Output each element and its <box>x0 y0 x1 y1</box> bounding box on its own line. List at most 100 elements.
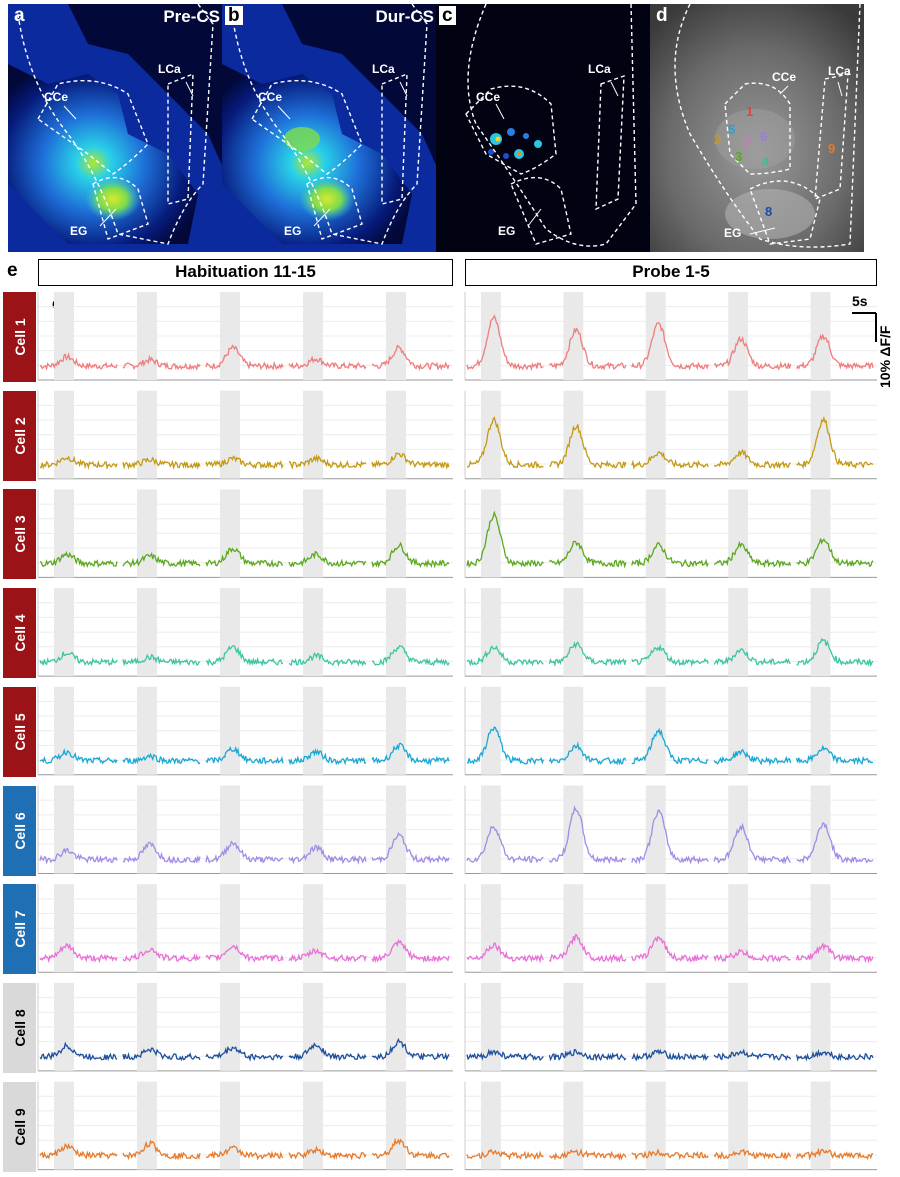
trace-segment <box>371 938 450 964</box>
trace-segment <box>548 933 627 964</box>
cs-window <box>386 588 407 677</box>
cs-window <box>728 1081 749 1170</box>
trace-segment <box>122 456 201 470</box>
trace-segment <box>466 510 544 568</box>
cs-window <box>220 686 241 775</box>
roi-marker-8: 8 <box>765 204 773 219</box>
trace-segment <box>39 352 118 371</box>
cs-window <box>728 982 749 1071</box>
trace-segment <box>548 1048 627 1062</box>
cs-window <box>386 1081 407 1170</box>
trace-segment <box>39 847 118 865</box>
cs-window <box>220 884 241 973</box>
cs-window <box>728 686 749 775</box>
trace-segment <box>122 752 201 765</box>
region-label-cce: CCe <box>258 90 283 104</box>
trace-segment <box>288 1042 367 1062</box>
trace-segment <box>205 455 284 470</box>
trace-segment <box>39 748 118 765</box>
trace-segment <box>713 647 791 666</box>
trace-segment <box>288 844 367 865</box>
panel-title: Pre-CS <box>163 7 220 26</box>
cs-window <box>137 489 158 578</box>
cs-window <box>810 390 831 479</box>
region-label-eg: EG <box>70 224 88 238</box>
cs-window <box>645 686 666 775</box>
cs-window <box>303 390 324 479</box>
trace-segment <box>795 1147 874 1161</box>
cell-label-tab: Cell 1 <box>3 292 36 382</box>
trace-segment <box>371 742 450 766</box>
cs-window <box>563 884 584 973</box>
cs-window <box>810 982 831 1071</box>
cs-window <box>137 982 158 1071</box>
grayscale-image-rois <box>650 4 864 252</box>
cs-window <box>54 1081 75 1170</box>
trace-segment <box>631 643 709 667</box>
cs-window <box>481 1081 501 1170</box>
trace-segment <box>795 1049 874 1062</box>
cs-window <box>220 390 241 479</box>
cs-window <box>386 292 407 380</box>
cs-window <box>645 884 666 973</box>
cs-window <box>137 292 158 380</box>
trace-segment <box>796 637 874 668</box>
cs-window <box>54 489 75 578</box>
cs-window <box>386 686 407 775</box>
panel-letter: c <box>439 6 456 25</box>
cs-window <box>220 785 241 874</box>
cs-window <box>728 884 749 973</box>
trace-segment <box>205 944 284 963</box>
cs-window <box>810 489 831 578</box>
trace-segment <box>39 455 118 470</box>
panel-title: Dur-CS <box>375 7 434 26</box>
trace-segment <box>466 314 544 372</box>
trace-segment <box>713 1048 792 1062</box>
cs-window <box>303 785 324 874</box>
cell-label-tab: Cell 4 <box>3 588 36 679</box>
trace-segment <box>288 948 367 963</box>
trace-segment <box>549 424 627 470</box>
trace-segment <box>371 644 450 667</box>
cell-label-tab: Cell 9 <box>3 1081 36 1172</box>
cs-window <box>54 884 75 973</box>
trace-segment <box>466 645 544 667</box>
trace-segment <box>205 547 284 568</box>
cs-window <box>220 982 241 1071</box>
cs-window <box>303 489 324 578</box>
cs-window <box>645 588 666 677</box>
trace-segment <box>795 941 874 964</box>
trace-segment <box>39 550 118 568</box>
region-label-lca: LCa <box>828 64 851 78</box>
roi-marker-7: 7 <box>744 134 752 149</box>
trace-segment <box>466 726 545 765</box>
trace-segment <box>713 448 791 470</box>
trace-segment <box>713 1148 792 1161</box>
cs-window <box>54 982 75 1071</box>
trace-segment <box>288 748 367 766</box>
cs-window <box>645 292 666 380</box>
panel-c: c CCe LCa EG <box>436 4 654 252</box>
trace-segment <box>39 943 118 964</box>
trace-segment <box>288 1145 367 1161</box>
cs-window <box>563 1081 584 1170</box>
trace-segment <box>795 744 874 766</box>
group-header-probe: Probe 1-5 <box>465 259 877 286</box>
trace-segment <box>713 335 792 371</box>
cs-window <box>303 884 324 973</box>
cs-window <box>645 1081 666 1170</box>
cs-window <box>728 489 749 578</box>
cs-window <box>220 292 241 380</box>
cs-window <box>54 785 75 874</box>
cs-window <box>386 390 407 479</box>
trace-segment <box>549 1148 627 1162</box>
trace-segment <box>122 841 201 865</box>
cs-window <box>303 292 324 380</box>
roi-marker-9: 9 <box>828 141 836 156</box>
cs-window <box>481 390 501 479</box>
trace-segment <box>122 1047 201 1062</box>
cs-window <box>54 588 75 677</box>
roi-marker-2: 2 <box>714 132 722 147</box>
panel-letter: a <box>14 5 25 26</box>
